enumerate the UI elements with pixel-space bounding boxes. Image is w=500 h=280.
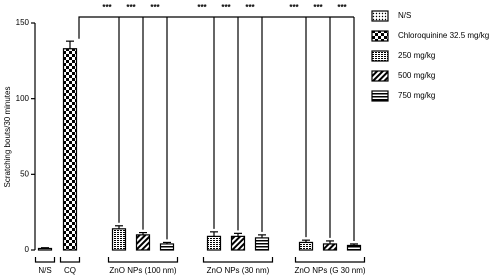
group-bracket (34, 257, 56, 263)
significance-label: *** (102, 3, 112, 12)
error-bar (66, 40, 74, 49)
error-bar (163, 241, 171, 244)
bar (346, 244, 362, 251)
bar (322, 243, 338, 251)
significance-label: *** (337, 3, 347, 12)
legend-label: Chloroquinine 32.5 mg/kg (398, 31, 489, 40)
bar (206, 235, 222, 251)
significance-label: *** (126, 3, 136, 12)
error-bar (139, 231, 147, 235)
legend-swatch (371, 10, 389, 22)
legend-label: 750 mg/kg (398, 91, 435, 100)
bar (37, 247, 53, 251)
x-tick-label: N/S (38, 266, 51, 275)
bar (135, 234, 151, 251)
significance-label: *** (197, 3, 207, 12)
bar (159, 243, 175, 251)
legend-swatch (371, 90, 389, 102)
error-bar (350, 243, 358, 246)
bar (298, 241, 314, 251)
significance-label: *** (221, 3, 231, 12)
significance-bracket (78, 16, 354, 39)
legend-swatch (371, 50, 389, 62)
error-bar (41, 247, 49, 249)
legend-swatch (371, 70, 389, 82)
group-bracket (107, 257, 179, 263)
bar (254, 237, 270, 251)
legend-label: N/S (398, 11, 411, 20)
significance-label: *** (150, 3, 160, 12)
y-tick-label: 50 (20, 169, 29, 178)
significance-label: *** (245, 3, 255, 12)
legend-label: 250 mg/kg (398, 51, 435, 60)
group-bracket (59, 257, 81, 263)
error-bar (234, 232, 242, 237)
legend-swatch (371, 30, 389, 42)
bar (62, 48, 78, 251)
error-bar (115, 225, 123, 229)
y-tick-label: 0 (25, 245, 30, 254)
y-tick-label: 100 (16, 94, 30, 103)
bar (111, 228, 127, 251)
group-bracket (202, 257, 274, 263)
error-bar (302, 239, 310, 243)
y-tick-label: 150 (16, 18, 30, 27)
error-bar (326, 240, 334, 244)
group-bracket (294, 257, 366, 263)
y-axis-label: Scratching bouts/30 minutes (3, 87, 12, 188)
error-bar (258, 234, 266, 238)
bar (230, 235, 246, 251)
significance-label: *** (289, 3, 299, 12)
significance-label: *** (313, 3, 323, 12)
x-tick-label: ZnO NPs (30 nm) (207, 266, 270, 275)
error-bar (210, 231, 218, 237)
x-tick-label: CQ (64, 266, 76, 275)
x-tick-label: ZnO NPs (100 nm) (109, 266, 176, 275)
legend-label: 500 mg/kg (398, 71, 435, 80)
x-tick-label: ZnO NPs (G 30 nm) (294, 266, 365, 275)
